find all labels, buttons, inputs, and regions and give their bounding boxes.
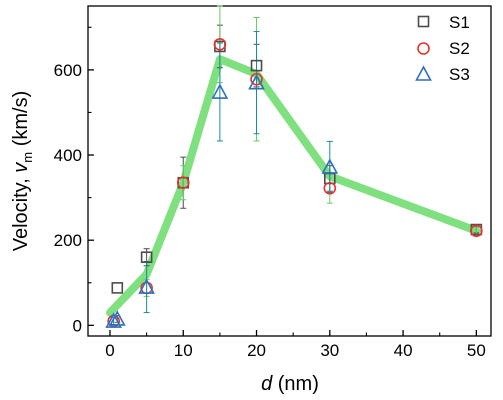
point-s3 bbox=[248, 73, 265, 90]
trend-line bbox=[106, 55, 481, 317]
point-s1 bbox=[111, 282, 124, 294]
legend-marker-s3 bbox=[415, 65, 432, 81]
y-axis-title: Velocity, vm (km/s) bbox=[10, 91, 35, 252]
x-tick-label: 50 bbox=[467, 341, 486, 360]
x-axis-title: d (nm) bbox=[261, 373, 319, 395]
point-s2 bbox=[176, 176, 190, 190]
point-s1 bbox=[140, 251, 153, 264]
legend-label-s3: S3 bbox=[449, 65, 470, 84]
legend-label-s2: S2 bbox=[449, 39, 470, 58]
point-s3 bbox=[105, 312, 122, 328]
x-tick-label: 20 bbox=[247, 341, 266, 360]
point-s2 bbox=[470, 224, 483, 238]
point-s2 bbox=[250, 72, 263, 86]
point-s3 bbox=[138, 278, 155, 294]
x-tick-label: 40 bbox=[394, 341, 413, 360]
point-s1 bbox=[250, 59, 263, 72]
y-tick-label: 400 bbox=[54, 146, 82, 165]
point-s2 bbox=[213, 38, 227, 51]
point-s3 bbox=[108, 310, 126, 326]
y-tick-label: 200 bbox=[54, 231, 82, 250]
legend: S1 S2 S3 bbox=[415, 13, 470, 84]
y-tick-label: 600 bbox=[54, 61, 82, 80]
point-s3 bbox=[321, 158, 339, 174]
x-tick-label: 0 bbox=[105, 341, 114, 360]
legend-marker-s2 bbox=[417, 42, 430, 55]
x-tick-label: 10 bbox=[174, 341, 193, 360]
y-tick-label: 0 bbox=[73, 316, 82, 335]
point-s3 bbox=[211, 83, 229, 99]
x-tick-label: 30 bbox=[320, 341, 339, 360]
legend-label-s1: S1 bbox=[449, 13, 470, 32]
plot-frame bbox=[87, 5, 492, 337]
point-s2 bbox=[323, 181, 337, 195]
legend-marker-s1 bbox=[417, 15, 430, 28]
